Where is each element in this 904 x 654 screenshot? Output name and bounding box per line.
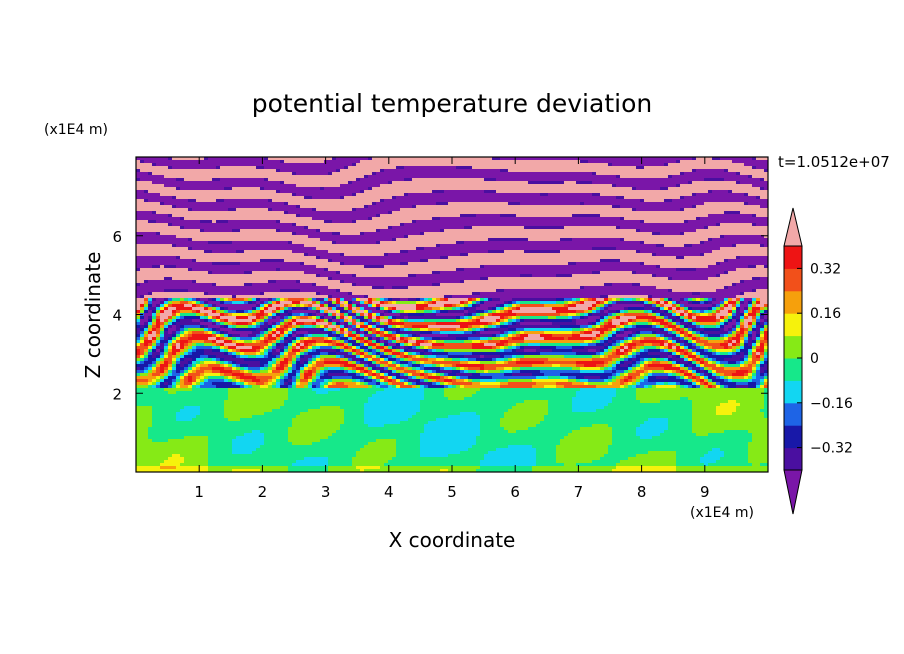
chart-title: potential temperature deviation: [252, 89, 652, 118]
colorbar-band: [784, 358, 802, 381]
y-unit-label: (x1E4 m): [44, 122, 108, 138]
x-tick-label: 5: [447, 483, 457, 501]
colorbar-band: [784, 335, 802, 359]
x-tick-label: 1: [194, 483, 204, 501]
time-label: t=1.0512e+07: [778, 153, 890, 171]
colorbar-tick-label: −0.32: [810, 441, 853, 457]
y-tick-label: 4: [112, 307, 122, 325]
colorbar-tick-label: −0.16: [810, 396, 853, 412]
colorbar-band: [784, 447, 802, 471]
x-unit-label: (x1E4 m): [690, 505, 754, 521]
y-axis-label: Z coordinate: [81, 252, 105, 379]
colorbar-extend-top: [783, 207, 803, 247]
y-axis: 2 4 6: [112, 228, 768, 403]
x-tick-label: 4: [384, 483, 394, 501]
x-tick-label: 9: [700, 483, 710, 501]
colorbar-band: [784, 268, 802, 292]
colorbar-band: [784, 246, 802, 269]
x-axis-label: X coordinate: [389, 528, 516, 552]
colorbar-extend-bottom: [783, 469, 803, 515]
x-axis: 1 2 3 4 5 6 7 8 9: [194, 157, 710, 501]
colorbar-tick-label: 0.16: [810, 306, 841, 322]
y-tick-label: 6: [112, 228, 122, 246]
colorbar-band: [784, 290, 802, 314]
contour-field: [136, 157, 768, 472]
colorbar-tick-label: 0: [810, 351, 819, 367]
colorbar-tick-label: 0.32: [810, 261, 841, 277]
x-tick-label: 3: [321, 483, 331, 501]
x-tick-label: 7: [574, 483, 584, 501]
x-tick-label: 2: [258, 483, 268, 501]
colorbar-band: [784, 402, 802, 426]
y-tick-label: 2: [112, 385, 122, 403]
colorbar-band: [784, 425, 802, 449]
x-tick-label: 6: [510, 483, 520, 501]
x-tick-label: 8: [637, 483, 647, 501]
colorbar: 0.32 0.16 0 −0.16 −0.32: [783, 207, 853, 515]
colorbar-band: [784, 380, 802, 404]
colorbar-band: [784, 313, 802, 337]
